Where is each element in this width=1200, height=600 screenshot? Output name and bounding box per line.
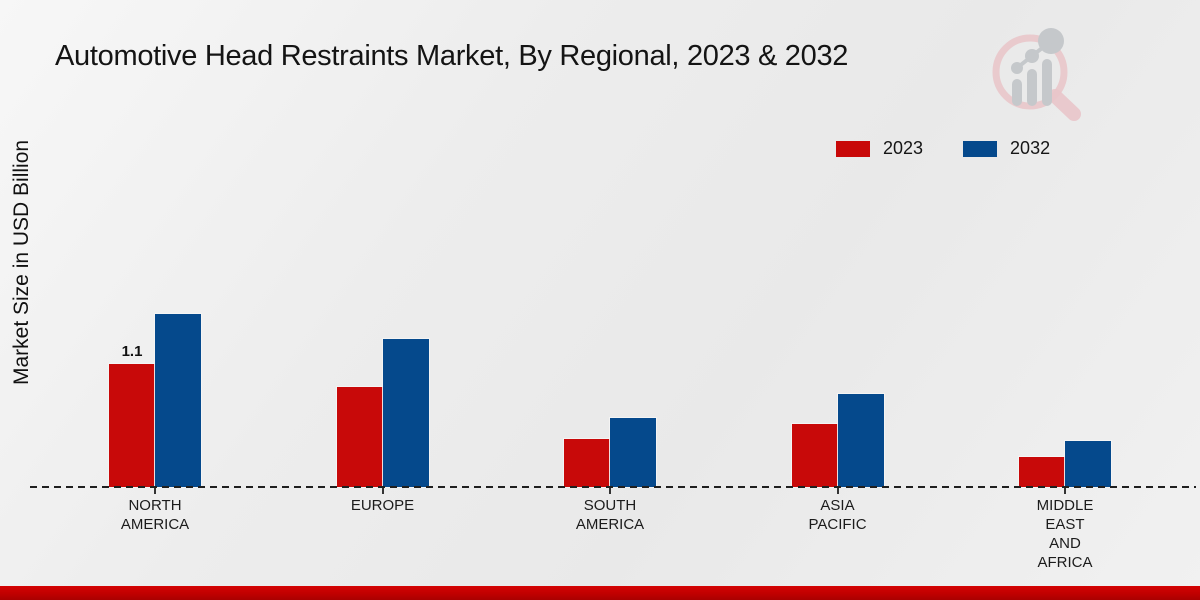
x-axis-tick-4 bbox=[1064, 488, 1066, 494]
bar-2023-category-1 bbox=[335, 386, 384, 488]
legend-item-2023: 2023 bbox=[836, 138, 923, 159]
x-axis-tick-3 bbox=[836, 488, 839, 494]
legend-swatch-2023 bbox=[836, 140, 870, 157]
legend: 2023 2032 bbox=[836, 138, 1050, 159]
x-axis-category-label-2: SOUTH AMERICA bbox=[575, 497, 645, 533]
legend-label-2032: 2032 bbox=[1010, 138, 1051, 158]
bar-2023-category-0 bbox=[108, 363, 156, 488]
bar-2032-category-4 bbox=[1064, 440, 1112, 488]
x-axis-baseline bbox=[30, 486, 1196, 488]
legend-swatch-2032 bbox=[963, 140, 998, 157]
x-axis-tick-0 bbox=[154, 488, 156, 494]
x-axis-tick-2 bbox=[609, 488, 611, 494]
bar-value-annotation: 1.1 bbox=[121, 343, 143, 360]
x-axis-tick-1 bbox=[381, 488, 384, 494]
bar-2023-category-3 bbox=[790, 423, 839, 488]
bottom-accent-bar bbox=[0, 586, 1200, 600]
bar-2023-category-4 bbox=[1018, 456, 1066, 488]
x-axis-category-label-4: MIDDLE EAST AND AFRICA bbox=[1036, 497, 1094, 571]
bar-2032-category-2 bbox=[609, 417, 657, 488]
x-axis-category-label-3: ASIA PACIFIC bbox=[808, 497, 867, 533]
x-axis-category-label-0: NORTH AMERICA bbox=[120, 497, 190, 533]
x-axis-category-label-1: EUROPE bbox=[350, 497, 415, 514]
legend-label-2023: 2023 bbox=[883, 138, 924, 158]
bar-2032-category-1 bbox=[381, 338, 430, 488]
market-research-future-logo bbox=[992, 28, 1081, 121]
bar-2023-category-2 bbox=[563, 438, 611, 488]
legend-item-2032: 2032 bbox=[963, 138, 1050, 159]
chart-title: Automotive Head Restraints Market, By Re… bbox=[55, 40, 849, 72]
bar-2032-category-0 bbox=[154, 313, 202, 488]
bar-2032-category-3 bbox=[836, 393, 885, 488]
